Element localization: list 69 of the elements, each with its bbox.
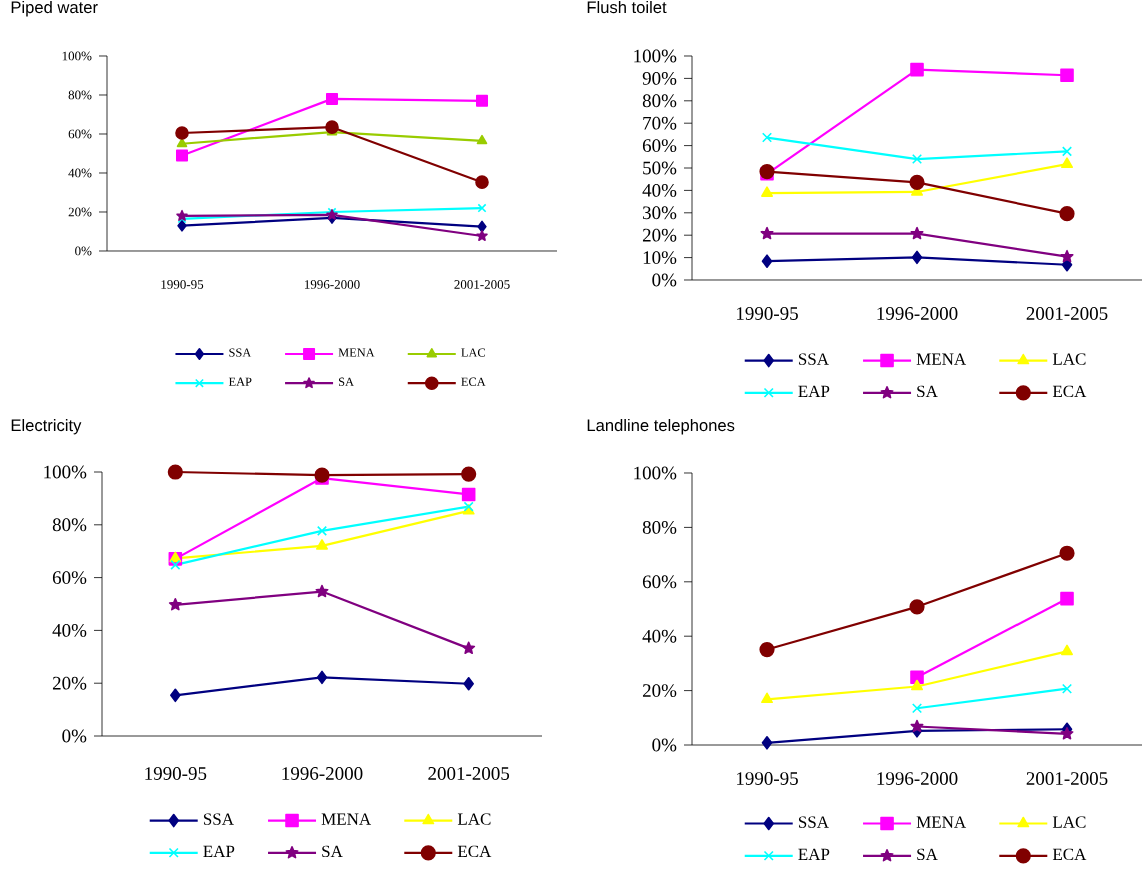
- y-tick-label: 60%: [642, 139, 677, 153]
- legend-label: SSA: [798, 353, 829, 365]
- y-tick-label: 20%: [642, 684, 677, 698]
- y-tick-label: 40%: [642, 629, 677, 643]
- y-tick-label: 70%: [643, 116, 677, 130]
- legend-label: SA: [917, 848, 938, 861]
- y-tick-label: 0%: [75, 246, 92, 256]
- legend-label: EAP: [203, 845, 235, 857]
- legend-label: LAC: [461, 348, 485, 357]
- legend-label: EAP: [798, 848, 830, 860]
- legend-label: SA: [322, 845, 343, 858]
- legend-label: ECA: [1052, 385, 1087, 398]
- y-tick-label: 0%: [62, 729, 87, 743]
- x-tick-label: 2001-2005: [1026, 772, 1108, 785]
- y-tick-label: 80%: [52, 518, 87, 532]
- y-tick-label: 0%: [652, 738, 677, 752]
- x-tick-label: 1996-2000: [877, 772, 958, 785]
- y-tick-label: 40%: [52, 623, 87, 637]
- x-tick-label: 1990-95: [737, 772, 798, 785]
- y-tick-label: 90%: [642, 71, 677, 85]
- legend-label: SSA: [229, 348, 252, 357]
- y-tick-label: 60%: [642, 575, 677, 589]
- legend-label: MENA: [338, 348, 375, 357]
- y-tick-label: 40%: [642, 183, 677, 197]
- legend-label: EAP: [228, 377, 252, 386]
- y-tick-label: 100%: [62, 51, 92, 61]
- y-tick-label: 60%: [68, 129, 92, 139]
- y-tick-label: 40%: [68, 168, 92, 178]
- x-tick-label: 2001-2005: [428, 767, 510, 780]
- y-tick-label: 20%: [642, 228, 677, 242]
- legend-label: ECA: [1052, 848, 1087, 861]
- y-tick-label: 30%: [643, 206, 677, 220]
- x-tick-label: 2001-2005: [1026, 307, 1108, 320]
- x-tick-label: 1990-95: [161, 280, 204, 289]
- y-tick-label: 10%: [643, 251, 677, 265]
- legend-label: SSA: [203, 813, 234, 825]
- y-tick-label: 100%: [44, 465, 87, 479]
- y-tick-label: 20%: [52, 676, 87, 690]
- legend-label: LAC: [1052, 353, 1086, 365]
- x-tick-label: 1990-95: [145, 767, 207, 780]
- y-tick-label: 80%: [642, 94, 677, 108]
- chart-title: Flush toilet: [587, 0, 667, 14]
- y-tick-label: 50%: [643, 161, 677, 175]
- legend-label: SA: [917, 385, 938, 398]
- x-tick-label: 1996-2000: [304, 280, 360, 289]
- legend-label: LAC: [1052, 816, 1086, 828]
- chart-title: Piped water: [11, 0, 98, 17]
- x-tick-label: 1990-95: [737, 307, 798, 320]
- chart-title: Electricity: [11, 419, 82, 435]
- legend-label: SSA: [798, 816, 829, 828]
- legend-label: MENA: [321, 813, 372, 825]
- y-tick-label: 80%: [642, 520, 677, 534]
- y-tick-label: 100%: [634, 466, 677, 480]
- legend-label: LAC: [457, 813, 491, 825]
- legend-label: ECA: [457, 845, 492, 858]
- legend-label: SA: [338, 377, 354, 386]
- x-tick-label: 1996-2000: [282, 767, 363, 780]
- y-tick-label: 20%: [68, 207, 92, 217]
- chart-title: Landline telephones: [587, 418, 735, 435]
- legend-label: MENA: [916, 816, 967, 828]
- y-tick-label: 0%: [652, 273, 677, 287]
- y-tick-label: 100%: [634, 49, 677, 63]
- x-tick-label: 2001-2005: [454, 280, 510, 289]
- legend-label: EAP: [798, 385, 830, 397]
- legend-label: ECA: [461, 377, 486, 386]
- y-tick-label: 80%: [68, 90, 92, 100]
- y-tick-label: 60%: [52, 571, 87, 585]
- x-tick-label: 1996-2000: [877, 307, 958, 320]
- legend-label: MENA: [916, 353, 967, 365]
